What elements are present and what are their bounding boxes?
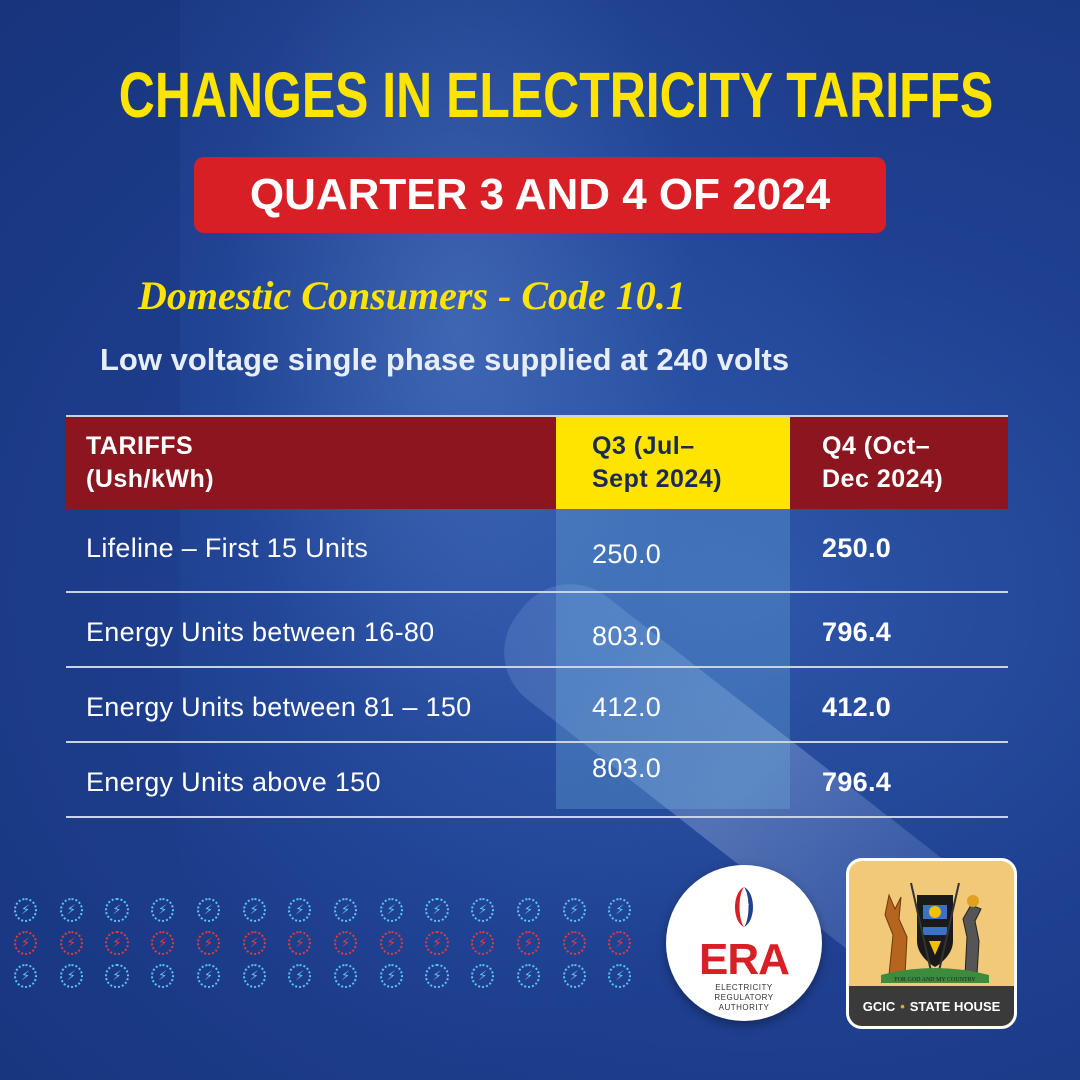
header-tariffs: TARIFFS (Ush/kWh): [66, 417, 556, 509]
plug-bolt-icon: ⚡: [242, 898, 266, 922]
plug-bolt-icon: ⚡: [334, 898, 358, 922]
era-fullname: ELECTRICITY REGULATORY AUTHORITY: [714, 983, 774, 1012]
table-row: Energy Units between 16-80 803.0 796.4: [66, 593, 1008, 668]
row-q3-value: 250.0: [592, 539, 662, 569]
row-q3-value: 803.0: [592, 621, 662, 651]
plug-bolt-icon: ⚡: [334, 931, 358, 955]
plug-bolt-icon: ⚡: [471, 931, 495, 955]
quarter-banner: QUARTER 3 AND 4 OF 2024: [194, 157, 886, 233]
plug-bolt-icon: ⚡: [151, 898, 175, 922]
era-wordmark: ERA: [699, 935, 790, 984]
row-q3-value: 803.0: [592, 753, 662, 783]
tariff-table: TARIFFS (Ush/kWh) Q3 (Jul– Sept 2024) Q4 (…: [66, 415, 1008, 818]
plug-bolt-icon: ⚡: [516, 931, 541, 955]
plug-bolt-icon: ⚡: [288, 898, 312, 922]
plug-bolt-icon: ⚡: [151, 931, 175, 955]
icon-row-blue-bottom: ⚡ ⚡ ⚡ ⚡ ⚡ ⚡ ⚡ ⚡ ⚡ ⚡ ⚡ ⚡ ⚡ ⚡: [14, 964, 654, 997]
icon-row-blue-top: ⚡ ⚡ ⚡ ⚡ ⚡ ⚡ ⚡ ⚡ ⚡ ⚡ ⚡ ⚡ ⚡ ⚡: [14, 898, 654, 931]
plug-bolt-icon: ⚡: [471, 964, 495, 988]
row-q4-value: 796.4: [822, 617, 892, 647]
row-label: Lifeline – First 15 Units: [86, 533, 369, 563]
decorative-icon-grid: ⚡ ⚡ ⚡ ⚡ ⚡ ⚡ ⚡ ⚡ ⚡ ⚡ ⚡ ⚡ ⚡ ⚡ ⚡ ⚡ ⚡ ⚡ ⚡ ⚡ ⚡ ⚡ ⚡ ⚡ ⚡ ⚡ ⚡ ⚡ ⚡ ⚡ ⚡ ⚡ ⚡ ⚡ ⚡ ⚡ ⚡ ⚡…: [14, 898, 654, 997]
page-title: CHANGES IN ELECTRICITY TARIFFS: [118, 59, 994, 131]
table-row: Energy Units above 150 803.0 796.4: [66, 743, 1008, 818]
consumer-category: Domestic Consumers - Code 10.1: [138, 273, 686, 318]
coat-of-arms-icon: FOR GOD AND MY COUNTRY: [881, 882, 989, 983]
gcic-state-house-logo: FOR GOD AND MY COUNTRY GCIC • STATE HOUS…: [846, 858, 1017, 1029]
plug-bolt-icon: ⚡: [59, 931, 83, 955]
plug-bolt-icon: ⚡: [14, 898, 38, 922]
plug-bolt-icon: ⚡: [379, 964, 403, 988]
plug-bolt-icon: ⚡: [59, 898, 83, 922]
plug-bolt-icon: ⚡: [105, 898, 129, 922]
plug-bolt-icon: ⚡: [59, 964, 83, 988]
icon-row-red: ⚡ ⚡ ⚡ ⚡ ⚡ ⚡ ⚡ ⚡ ⚡ ⚡ ⚡ ⚡ ⚡ ⚡: [14, 931, 654, 964]
plug-bolt-icon: ⚡: [516, 898, 541, 922]
gcic-label-bar: GCIC • STATE HOUSE: [849, 986, 1014, 1026]
state-house-label: STATE HOUSE: [909, 998, 1001, 1014]
plug-bolt-icon: ⚡: [608, 931, 632, 955]
gcic-label: GCIC: [862, 998, 896, 1014]
plug-bolt-icon: ⚡: [425, 964, 449, 988]
plug-bolt-icon: ⚡: [562, 898, 586, 922]
plug-bolt-icon: ⚡: [516, 964, 541, 988]
row-q3-value: 412.0: [592, 692, 662, 722]
plug-bolt-icon: ⚡: [425, 898, 449, 922]
plug-bolt-icon: ⚡: [242, 964, 266, 988]
plug-bolt-icon: ⚡: [151, 964, 175, 988]
coat-motto: FOR GOD AND MY COUNTRY: [894, 977, 976, 983]
plug-bolt-icon: ⚡: [196, 964, 220, 988]
plug-bolt-icon: ⚡: [196, 931, 220, 955]
header-q4: Q4 (Oct– Dec 2024): [790, 417, 1008, 509]
table-row: Lifeline – First 15 Units 250.0 250.0: [66, 509, 1008, 593]
plug-bolt-icon: ⚡: [379, 898, 403, 922]
plug-bolt-icon: ⚡: [562, 964, 586, 988]
plug-bolt-icon: ⚡: [242, 931, 266, 955]
plug-bolt-icon: ⚡: [608, 964, 632, 988]
row-label: Energy Units between 16-80: [86, 617, 435, 647]
plug-bolt-icon: ⚡: [379, 931, 403, 955]
plug-bolt-icon: ⚡: [562, 931, 586, 955]
era-emblem-icon: [735, 887, 753, 927]
row-label: Energy Units between 81 – 150: [86, 692, 472, 722]
plug-bolt-icon: ⚡: [14, 931, 38, 955]
row-q4-value: 412.0: [822, 692, 892, 722]
quarter-banner-text: QUARTER 3 AND 4 OF 2024: [249, 170, 831, 219]
row-q4-value: 250.0: [822, 533, 892, 563]
plug-bolt-icon: ⚡: [14, 964, 38, 988]
row-label: Energy Units above 150: [86, 767, 381, 797]
supply-description: Low voltage single phase supplied at 240…: [100, 342, 790, 377]
header-q3: Q3 (Jul– Sept 2024): [556, 417, 790, 509]
table-row: Energy Units between 81 – 150 412.0 412.…: [66, 668, 1008, 743]
plug-bolt-icon: ⚡: [608, 898, 632, 922]
plug-bolt-icon: ⚡: [288, 964, 312, 988]
table-header-row: TARIFFS (Ush/kWh) Q3 (Jul– Sept 2024) Q4 (…: [66, 415, 1008, 509]
gcic-separator: •: [900, 998, 905, 1014]
plug-bolt-icon: ⚡: [471, 898, 495, 922]
plug-bolt-icon: ⚡: [334, 964, 358, 988]
era-logo: ERA ELECTRICITY REGULATORY AUTHORITY: [666, 865, 822, 1021]
plug-bolt-icon: ⚡: [288, 931, 312, 955]
row-q4-value: 796.4: [822, 767, 892, 797]
plug-bolt-icon: ⚡: [425, 931, 449, 955]
plug-bolt-icon: ⚡: [105, 964, 129, 988]
plug-bolt-icon: ⚡: [196, 898, 220, 922]
plug-bolt-icon: ⚡: [105, 931, 129, 955]
